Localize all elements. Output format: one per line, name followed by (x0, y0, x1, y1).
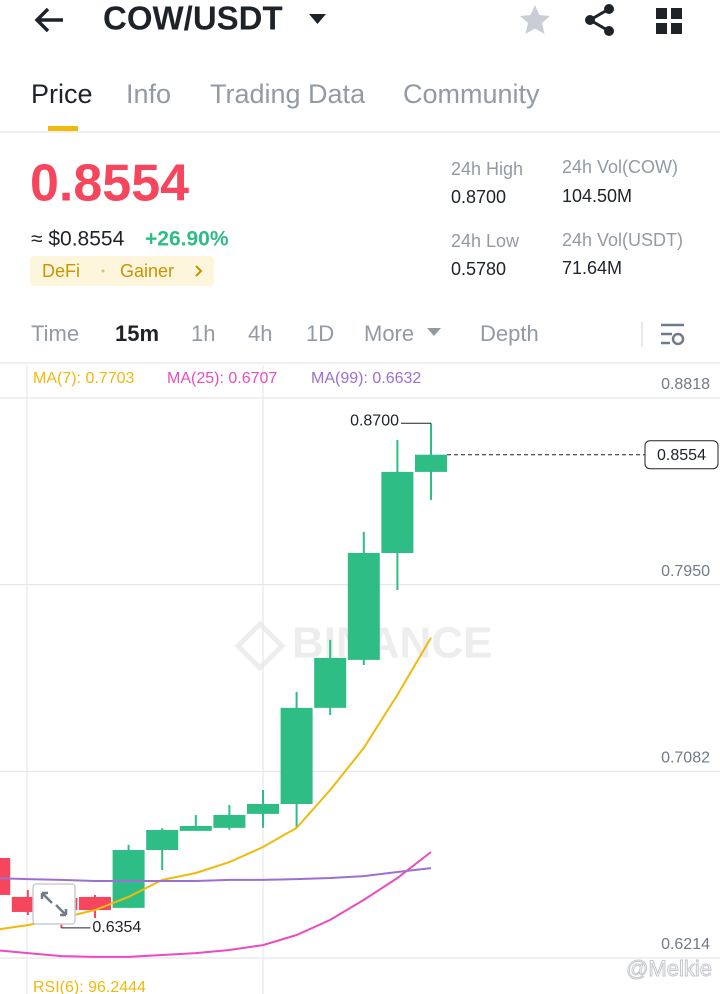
candle-body (247, 803, 279, 814)
grid-cell (656, 8, 667, 19)
low-label: 0.6354 (92, 919, 141, 936)
stat-value: 104.50M (562, 186, 632, 206)
watermark-logo (234, 620, 286, 672)
last-price: 0.8554 (30, 155, 189, 213)
legend-entry: MA(7): 0.7703 (33, 370, 134, 387)
favorite-star[interactable] (520, 5, 550, 34)
stat-value: 71.64M (562, 258, 622, 278)
stat-label: 24h High (451, 159, 523, 179)
tab[interactable]: Trading Data (210, 79, 366, 109)
candle-body (79, 896, 111, 911)
y-tick-label: 0.8818 (661, 376, 710, 393)
logo-diamond (234, 620, 286, 672)
usd-price: ≈ $0.8554 (31, 228, 125, 251)
interval[interactable]: 15m (115, 321, 159, 346)
tab-indicator (48, 126, 78, 131)
back-arrow (34, 7, 63, 33)
stat-label: 24h Vol(COW) (562, 157, 678, 177)
pair-title[interactable]: COW/USDT (103, 0, 283, 37)
expand-icon (40, 891, 68, 917)
price-change: +26.90% (145, 228, 229, 251)
tag[interactable]: DeFi (42, 261, 80, 281)
grid-cell (656, 23, 667, 34)
settings-lines (661, 323, 684, 345)
stat-value: 0.8700 (451, 187, 506, 207)
stat-label: 24h Vol(USDT) (562, 230, 683, 250)
interval[interactable]: 1h (191, 321, 215, 346)
legend-entry: MA(99): 0.6632 (311, 370, 421, 387)
interval[interactable]: More (364, 321, 414, 346)
tag-chevron (195, 265, 203, 277)
pair-dropdown[interactable] (309, 14, 326, 24)
candle-body (213, 814, 246, 828)
interval[interactable]: 4h (248, 321, 272, 346)
expand-box (32, 883, 76, 925)
tag-divider (101, 269, 105, 273)
share-lines (587, 7, 610, 33)
share-button[interactable] (585, 4, 614, 36)
y-tick-label: 0.6214 (661, 936, 710, 953)
interval[interactable]: 1D (306, 321, 334, 346)
tag-background (30, 256, 214, 286)
tag[interactable]: Gainer (120, 261, 174, 281)
chart-settings[interactable] (661, 323, 685, 346)
candle-body (415, 454, 447, 472)
stat-value: 0.5780 (451, 259, 506, 279)
grid-button[interactable] (656, 8, 682, 34)
interval[interactable]: Time (31, 321, 79, 346)
settings-gear (671, 332, 685, 346)
high-label: 0.8700 (350, 413, 399, 430)
last-price-label: 0.8554 (657, 447, 706, 464)
grid-cell (671, 8, 682, 19)
candle-body (146, 830, 179, 851)
y-tick-label: 0.7082 (661, 750, 710, 767)
legend-entry: MA(25): 0.6707 (167, 370, 277, 387)
ma-line (0, 867, 432, 882)
candle-body (280, 707, 313, 804)
tab[interactable]: Price (31, 79, 93, 109)
candle-body (347, 552, 380, 660)
credit: @Melkie (626, 956, 712, 981)
grid-cell (671, 23, 682, 34)
interval[interactable]: Depth (480, 321, 539, 346)
tab[interactable]: Community (403, 79, 540, 109)
candle-body (0, 857, 11, 895)
tab[interactable]: Info (126, 79, 171, 109)
candle-body (381, 471, 414, 553)
stat-label: 24h Low (451, 231, 520, 251)
rsi-label: RSI(6): 96.2444 (33, 979, 146, 994)
candle-body (179, 825, 212, 831)
more-dropdown[interactable] (427, 328, 441, 336)
candlestick-chart: 0.8818 0.7950 0.7082 0.6214 MA(7): 0.7703 MA(… (0, 365, 720, 994)
y-tick-label: 0.7950 (661, 563, 710, 580)
candle-body (314, 657, 347, 708)
candle-body (112, 850, 145, 908)
expand-button[interactable] (32, 883, 76, 925)
ma-line (0, 851, 432, 958)
back-button[interactable] (34, 7, 63, 33)
last-price-box (644, 440, 719, 470)
